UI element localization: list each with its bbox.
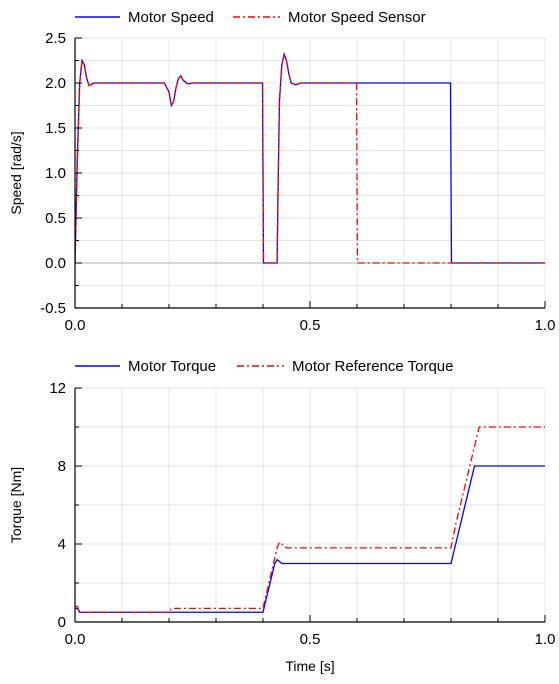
x-tick-label: 0.5 bbox=[300, 317, 321, 334]
x-axis-label: Time [s] bbox=[285, 658, 334, 674]
x-tick-label: 1.0 bbox=[535, 631, 556, 648]
y-tick-label: 8 bbox=[58, 458, 66, 475]
y-tick-label: 0.0 bbox=[45, 255, 66, 272]
x-tick-label: 0.0 bbox=[65, 631, 86, 648]
y-axis-label: Torque [Nm] bbox=[8, 467, 24, 543]
y-tick-label: 12 bbox=[49, 380, 66, 397]
y-tick-label: 0.5 bbox=[45, 210, 66, 227]
legend-label: Motor Speed bbox=[128, 9, 214, 26]
legend-label: Motor Reference Torque bbox=[292, 358, 453, 375]
x-tick-label: 1.0 bbox=[535, 317, 556, 334]
y-axis-label: Speed [rad/s] bbox=[8, 131, 24, 214]
legend: Motor Torque Motor Reference Torque bbox=[75, 358, 453, 375]
y-tick-label: 2.5 bbox=[45, 30, 66, 47]
y-tick-label: 0 bbox=[58, 614, 66, 631]
chart-2: 0.0 0.5 1.0 0 4 8 12 Torque [Nm] Time [s] Motor T… bbox=[8, 358, 555, 674]
series-line-2 bbox=[75, 426, 545, 613]
y-tick-label: 1.0 bbox=[45, 165, 66, 182]
legend-label: Motor Torque bbox=[128, 358, 216, 375]
series-line-1 bbox=[75, 465, 545, 613]
y-tick-label: -0.5 bbox=[40, 300, 66, 317]
y-tick-label: 2.0 bbox=[45, 75, 66, 92]
x-tick-label: 0.0 bbox=[65, 317, 86, 334]
y-tick-label: 4 bbox=[58, 536, 66, 553]
legend-label: Motor Speed Sensor bbox=[288, 9, 426, 26]
legend: Motor Speed Motor Speed Sensor bbox=[75, 9, 426, 26]
x-tick-label: 0.5 bbox=[300, 631, 321, 648]
series-line-2 bbox=[75, 51, 545, 264]
y-tick-label: 1.5 bbox=[45, 120, 66, 137]
